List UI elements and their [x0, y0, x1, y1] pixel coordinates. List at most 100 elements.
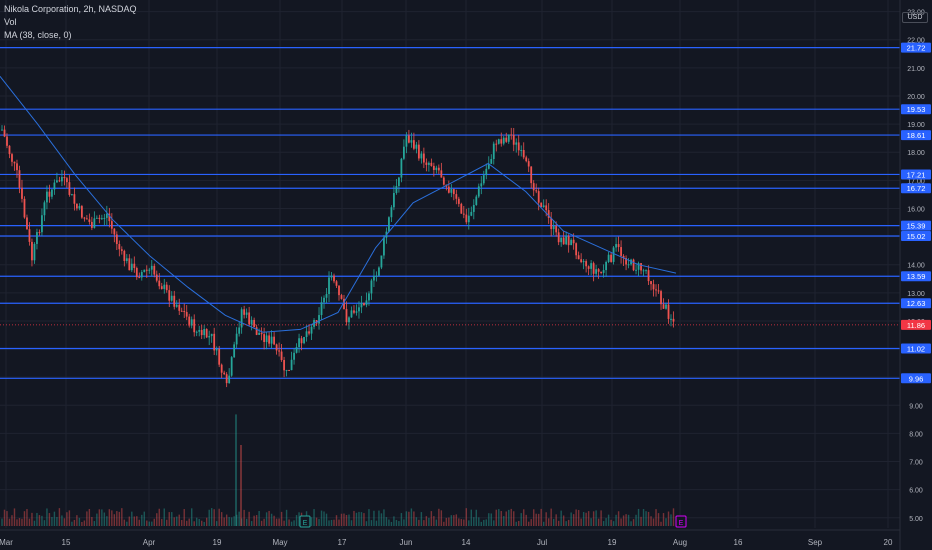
- volume-bar: [290, 521, 293, 526]
- candle-body: [250, 319, 253, 325]
- volume-bar: [552, 518, 555, 526]
- volume-bar: [275, 518, 278, 526]
- volume-bar: [508, 509, 510, 526]
- volume-bar: [335, 515, 338, 526]
- volume-bar: [48, 513, 51, 526]
- volume-bar: [156, 513, 158, 526]
- candle-body: [38, 232, 41, 234]
- candle-body: [557, 232, 560, 243]
- x-tick-label: 20: [884, 538, 893, 547]
- volume-bar: [657, 513, 660, 526]
- candle-body: [482, 175, 485, 184]
- volume-bar: [485, 519, 487, 526]
- volume-bar: [600, 510, 602, 526]
- volume-spike: [240, 445, 242, 526]
- volume-bar: [186, 520, 188, 526]
- candle-body: [8, 145, 11, 155]
- volume-bar: [488, 513, 490, 526]
- candle-body: [380, 255, 383, 268]
- level-label: 18.61: [907, 131, 926, 140]
- candle-body: [118, 244, 121, 250]
- volume-bar: [228, 517, 230, 526]
- symbol-title[interactable]: Nikola Corporation, 2h, NASDAQ: [4, 4, 137, 14]
- candle-body: [590, 263, 593, 269]
- volume-bar: [535, 513, 537, 526]
- candle-body: [23, 198, 26, 218]
- level-label-box: [901, 373, 931, 384]
- candle-body: [108, 213, 111, 222]
- volume-bar: [353, 510, 355, 526]
- ma-indicator-label[interactable]: MA (38, close, 0): [4, 30, 72, 40]
- candle-body: [1, 129, 3, 131]
- candle-body: [263, 334, 266, 343]
- volume-bar: [572, 514, 575, 526]
- candle-body: [225, 374, 228, 384]
- candle-body: [465, 214, 468, 223]
- currency-badge[interactable]: USD: [902, 0, 928, 23]
- candle-body: [400, 158, 403, 178]
- y-tick-label: 8.00: [909, 431, 923, 438]
- earnings-marker: [299, 515, 311, 528]
- volume-bar: [345, 514, 348, 526]
- candle-body: [527, 161, 530, 167]
- volume-bar: [283, 520, 285, 526]
- volume-bar: [542, 521, 545, 526]
- candle-body: [18, 170, 21, 188]
- level-label: 15.02: [907, 232, 926, 241]
- level-label-box: [901, 220, 931, 231]
- candle-body: [665, 304, 667, 309]
- volume-bar: [480, 521, 482, 526]
- volume-bar: [533, 509, 535, 526]
- volume-bar: [161, 519, 163, 526]
- candle-body: [145, 269, 148, 271]
- volume-bar: [91, 516, 93, 526]
- volume-bar: [585, 512, 587, 526]
- volume-bar: [188, 518, 190, 526]
- volume-bar: [98, 509, 101, 526]
- candle-body: [210, 333, 213, 337]
- candle-body: [422, 153, 425, 163]
- candle-body: [440, 170, 443, 178]
- volume-bar: [131, 511, 133, 526]
- candle-body: [113, 228, 116, 235]
- candle-body: [185, 311, 188, 317]
- candle-body: [308, 331, 310, 334]
- volume-bar: [555, 514, 557, 526]
- candle-body: [470, 211, 473, 216]
- candle-body: [21, 187, 23, 199]
- candle-body: [360, 302, 363, 308]
- candle-body: [388, 217, 390, 232]
- volume-bar: [166, 519, 168, 526]
- x-tick-label: Sep: [808, 538, 823, 547]
- candle-body: [410, 140, 413, 143]
- volume-bar: [8, 518, 11, 526]
- current-price-box: [901, 319, 931, 330]
- candle-body: [120, 249, 123, 251]
- candle-body: [243, 309, 246, 315]
- candle-body: [655, 289, 657, 291]
- candle-body: [105, 213, 108, 218]
- volume-indicator-label[interactable]: Vol: [4, 17, 17, 27]
- volume-bar: [56, 516, 58, 526]
- y-tick-label: 19.00: [907, 122, 925, 129]
- candle-body: [672, 318, 675, 322]
- candle-body: [390, 207, 393, 218]
- earnings-marker: [675, 515, 687, 528]
- candle-body: [522, 150, 525, 158]
- candle-body: [617, 244, 620, 248]
- volume-bar: [66, 512, 68, 526]
- volume-bar: [325, 513, 328, 526]
- volume-bar: [215, 521, 218, 526]
- candle-body: [53, 182, 56, 190]
- volume-bar: [597, 518, 600, 526]
- candle-body: [43, 202, 46, 216]
- chart-legend: Nikola Corporation, 2h, NASDAQ Vol MA (3…: [4, 3, 137, 42]
- candle-body: [228, 375, 231, 384]
- volume-bar: [36, 512, 38, 526]
- candle-body: [570, 239, 573, 246]
- candle-body: [515, 142, 518, 145]
- volume-bar: [310, 517, 313, 526]
- candle-body: [268, 335, 271, 344]
- volume-bar: [562, 515, 565, 526]
